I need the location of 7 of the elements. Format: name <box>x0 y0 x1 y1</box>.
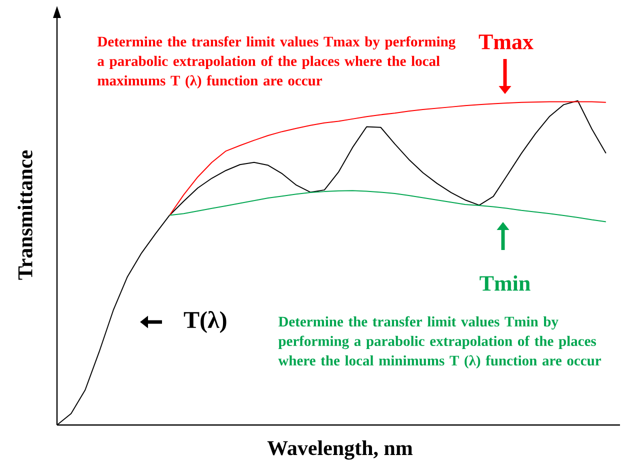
legend-label: T(λ) <box>184 311 226 334</box>
text: Tmax <box>478 34 534 50</box>
y-axis-title: Transmittance <box>18 150 32 280</box>
text: Determine the transfer limit values Tmax by performing a parabolic extrapolation of the places where the local maximums T (λ) function are occur <box>97 36 456 88</box>
text: Tmin <box>480 275 530 291</box>
x-axis-title: Wavelength, nm <box>267 440 413 460</box>
annotation: Determine the transfer limit values Tmin by performing a parabolic extrapolation of the places where the local minimums T (λ) function are occur <box>278 316 602 368</box>
